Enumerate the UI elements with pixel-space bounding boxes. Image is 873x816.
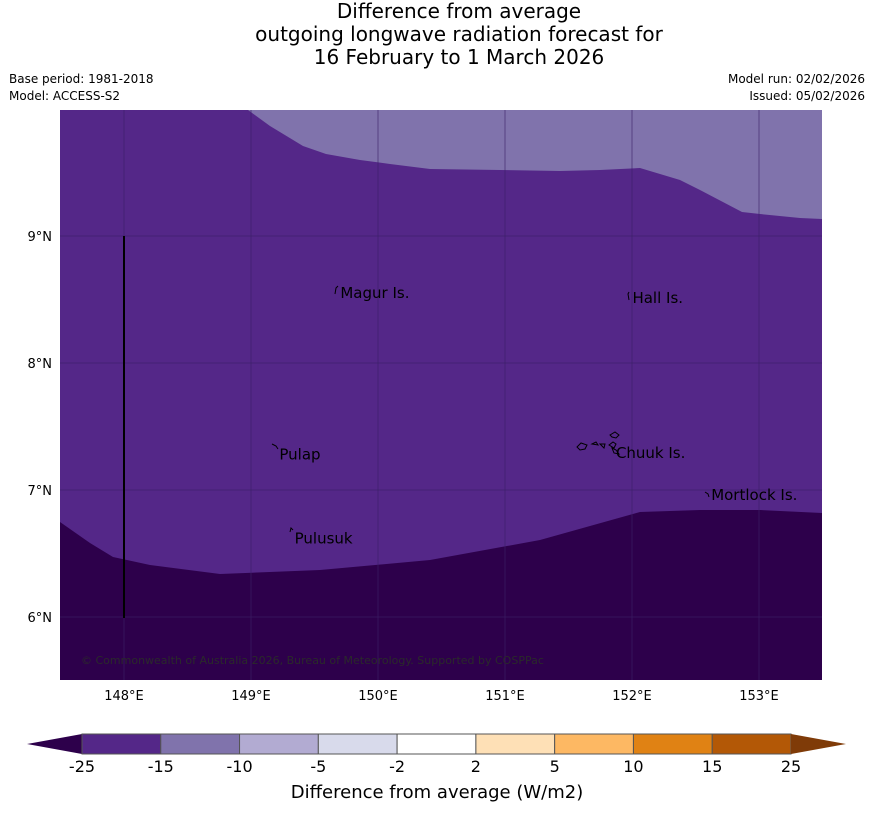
map-area: Magur Is. Hall Is. Pulap Chuuk Is. Mortlock …: [60, 110, 822, 680]
lon-axis: 148°E 149°E 150°E 151°E 152°E 153°E: [104, 689, 779, 704]
place-labels: Magur Is. Hall Is. Pulap Chuuk Is. Mortlock …: [279, 284, 797, 547]
island-outline: [289, 527, 294, 533]
model-text: Model: ACCESS-S2: [9, 89, 121, 103]
lat-tick-label: 7°N: [28, 484, 53, 499]
colorbar-tick-label: -15: [148, 757, 174, 776]
colorbar-high-extend: [791, 734, 846, 754]
lon-tick-label: 152°E: [612, 689, 652, 704]
colorbar-label: Difference from average (W/m2): [291, 782, 583, 803]
lat-axis: 9°N 8°N 7°N 6°N: [28, 230, 53, 626]
copyright-text: © Commonwealth of Australia 2026, Bureau…: [81, 654, 544, 667]
lon-tick-label: 153°E: [739, 689, 779, 704]
colorbar: -25 -15 -10 -5 -2 2 5 10 15 25 Difference from av…: [27, 733, 846, 803]
island-outline: [704, 491, 710, 498]
meta-right: Model run: 02/02/2026 Issued: 05/02/2026: [728, 71, 865, 105]
place-label: Hall Is.: [632, 289, 683, 307]
colorbar-tick-label: -5: [310, 757, 326, 776]
island-outline: [590, 441, 600, 446]
colorbar-swatch: [317, 733, 398, 755]
title-line-1: Difference from average: [336, 0, 582, 23]
colorbar-swatch: [160, 733, 241, 755]
colorbar-tick-label: 25: [781, 757, 801, 776]
colorbar-swatch: [81, 733, 162, 755]
place-label: Magur Is.: [340, 284, 409, 302]
colorbar-swatch: [396, 733, 477, 755]
colorbar-tick-label: -10: [226, 757, 252, 776]
chart-title: Difference from average outgoing longwav…: [0, 0, 873, 69]
lon-tick-label: 148°E: [104, 689, 144, 704]
title-line-3: 16 February to 1 March 2026: [313, 45, 605, 69]
issued-text: Issued: 05/02/2026: [749, 89, 865, 103]
colorbar-swatch: [711, 733, 792, 755]
colorbar-tick-label: -25: [69, 757, 95, 776]
island-outline: [608, 441, 617, 449]
lon-tick-label: 151°E: [485, 689, 525, 704]
colorbar-swatch: [475, 733, 556, 755]
title-line-2: outgoing longwave radiation forecast for: [255, 22, 663, 46]
place-label: Mortlock Is.: [711, 486, 797, 504]
colorbar-tick-labels: -25 -15 -10 -5 -2 2 5 10 15 25: [69, 757, 801, 776]
colorbar-swatch: [554, 733, 634, 755]
island-outlines: [271, 285, 710, 533]
island-outline: [611, 446, 621, 455]
lon-tick-label: 150°E: [358, 689, 398, 704]
colorbar-swatch: [632, 733, 713, 755]
colorbar-swatches: [81, 733, 792, 755]
island-outline: [334, 285, 339, 295]
colorbar-tick-label: 2: [471, 757, 481, 776]
island-outline: [271, 443, 279, 450]
colorbar-tick-label: 10: [623, 757, 643, 776]
island-outline: [598, 443, 606, 449]
lat-tick-label: 6°N: [28, 611, 53, 626]
colorbar-tick-label: 5: [550, 757, 560, 776]
colorbar-low-extend: [27, 734, 82, 754]
band-m15-m10: [248, 110, 822, 219]
base-period-text: Base period: 1981-2018: [9, 72, 154, 86]
colorbar-tick-label: -2: [389, 757, 405, 776]
island-outline: [627, 291, 630, 301]
lat-tick-label: 9°N: [28, 230, 53, 245]
island-outline: [576, 442, 588, 451]
place-label: Pulap: [279, 445, 320, 463]
place-label: Pulusuk: [295, 529, 353, 547]
model-run-text: Model run: 02/02/2026: [727, 72, 865, 86]
lat-tick-label: 8°N: [28, 357, 53, 372]
island-outline: [609, 431, 620, 439]
meta-left: Base period: 1981-2018 Model: ACCESS-S2: [9, 71, 154, 105]
colorbar-swatch: [239, 733, 319, 755]
place-label: Chuuk Is.: [616, 444, 685, 462]
lon-tick-label: 149°E: [231, 689, 271, 704]
colorbar-tick-label: 15: [702, 757, 722, 776]
